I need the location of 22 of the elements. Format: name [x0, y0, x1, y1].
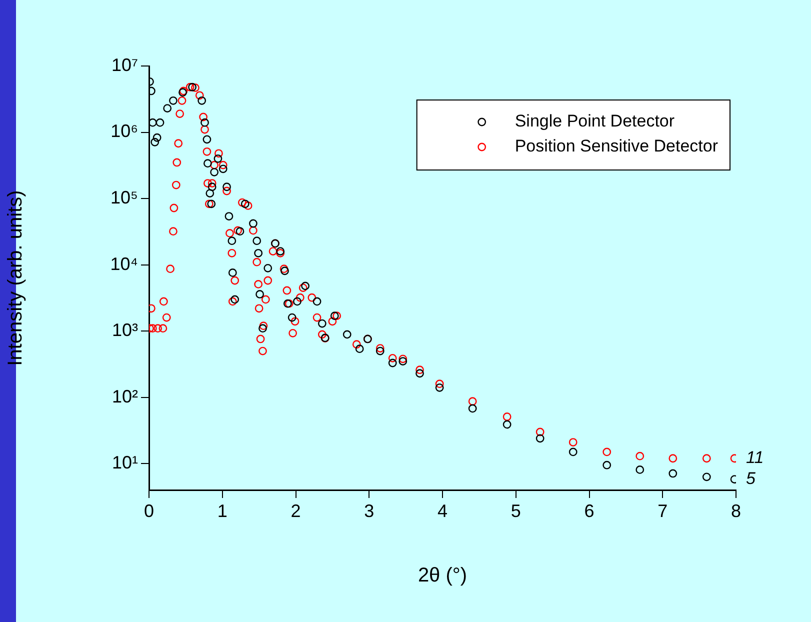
y-tick-label: 10⁵ — [110, 188, 138, 208]
y-tick-label: 10² — [112, 386, 138, 406]
annotation: 5 — [746, 469, 756, 488]
y-tick-label: 10³ — [112, 320, 138, 340]
x-tick-label: 7 — [658, 500, 668, 521]
y-tick-label: 10⁷ — [111, 54, 138, 75]
x-axis-title: 2θ (°) — [418, 564, 468, 587]
x-tick-label: 3 — [364, 500, 374, 521]
x-tick-label: 4 — [437, 500, 448, 521]
x-tick-label: 2 — [290, 500, 301, 521]
x-tick-label: 5 — [510, 500, 521, 521]
legend-label: Position Sensitive Detector — [514, 136, 718, 156]
x-tick-label: 8 — [730, 500, 742, 521]
x-tick-label: 6 — [584, 500, 594, 521]
y-axis-title: Intensity (arb. units) — [4, 190, 27, 366]
y-tick-label: 10⁴ — [110, 254, 138, 274]
y-tick-label: 10¹ — [112, 452, 138, 473]
x-tick-label: 0 — [144, 500, 154, 521]
legend-label: Single Point Detector — [514, 112, 675, 131]
annotation: 11 — [746, 448, 764, 468]
x-tick-label: 1 — [217, 500, 228, 521]
y-tick-label: 10⁶ — [110, 121, 138, 142]
